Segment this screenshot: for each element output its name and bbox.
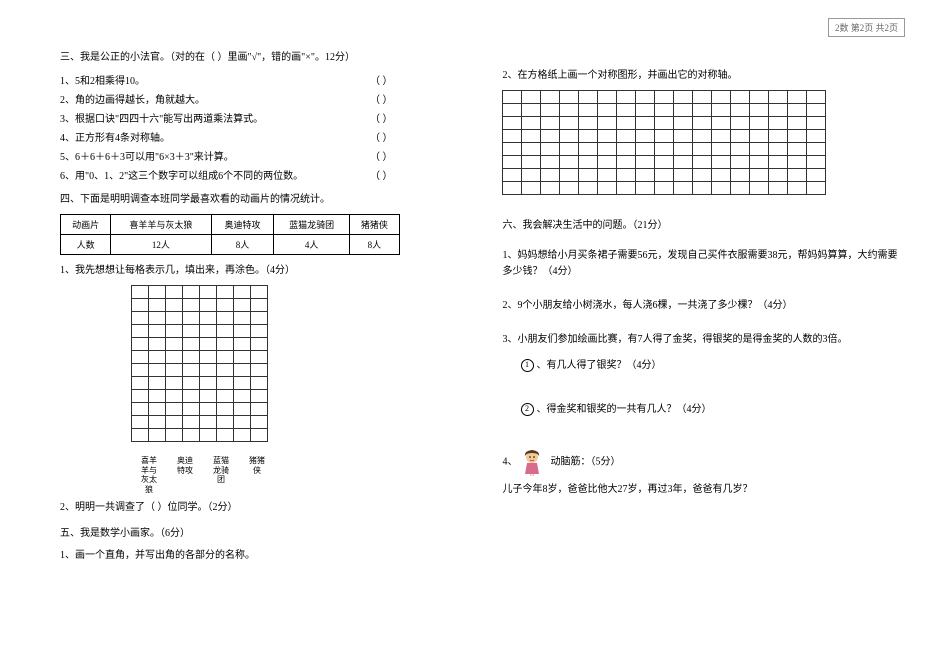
td-label: 人数 [61, 235, 111, 255]
word-problem-1: 1、妈妈想给小月买条裙子需要56元，发现自己买件衣服需要38元，帮妈妈算算，大约… [503, 248, 906, 280]
tf-text: 5、6＋6＋6＋3可以用"6×3＋3"来计算。 [60, 148, 234, 163]
p4-header: 4、 动脑筋：（5分） [503, 448, 906, 476]
survey-table: 动画片 喜羊羊与灰太狼 奥迪特攻 蓝猫龙骑团 猪猪侠 人数 12人 8人 4人 … [60, 214, 400, 255]
girl-cartoon-icon [520, 448, 544, 476]
page-number-stamp: 2数 第2页 共2页 [828, 18, 905, 37]
word-problem-4: 4、 动脑筋：（5分） 儿子今年8岁，爸爸比他大27岁，再过3年，爸爸有几岁？ [503, 448, 906, 498]
tf-item-4: 4、正方形有4条对称轴。 （ ） [60, 129, 453, 144]
p3a-text: 、有几人得了银奖？（4分） [537, 360, 662, 371]
word-problem-2: 2、9个小朋友给小树浇水，每人浇6棵，一共浇了多少棵？（4分） [503, 298, 906, 314]
section-3-title: 三、我是公正的小法官。（对的在（ ）里画"√"，错的画"×"。12分） [60, 50, 453, 66]
th: 猪猪侠 [349, 215, 399, 235]
td: 4人 [274, 235, 349, 255]
tf-item-5: 5、6＋6＋6＋3可以用"6×3＋3"来计算。 （ ） [60, 148, 453, 163]
chart-grid-cells [131, 285, 267, 441]
td: 12人 [111, 235, 211, 255]
tf-text: 6、用"0、1、2"这三个数字可以组成6个不同的两位数。 [60, 167, 303, 182]
th: 喜羊羊与灰太狼 [111, 215, 211, 235]
tf-item-2: 2、角的边画得越长，角就越大。 （ ） [60, 91, 453, 106]
tf-text: 1、5和2相乘得10。 [60, 72, 145, 87]
p4-num: 4、 [503, 456, 518, 467]
tf-item-1: 1、5和2相乘得10。 （ ） [60, 72, 453, 87]
th: 奥迪特攻 [211, 215, 274, 235]
tf-item-3: 3、根据口诀"四四十六"能写出两道乘法算式。 （ ） [60, 110, 453, 125]
tf-blank: （ ） [370, 167, 393, 182]
p3b-text: 、得金奖和银奖的一共有几人？（4分） [537, 404, 712, 415]
p2-text: 2、9个小朋友给小树浇水，每人浇6棵，一共浇了多少棵？（4分） [503, 298, 906, 314]
s5-q2: 2、在方格纸上画一个对称图形，并画出它的对称轴。 [503, 68, 906, 84]
s4-q1: 1、我先想想让每格表示几，填出来，再涂色。（4分） [60, 263, 453, 279]
td: 8人 [211, 235, 274, 255]
left-page: 三、我是公正的小法官。（对的在（ ）里画"√"，错的画"×"。12分） 1、5和… [0, 0, 473, 669]
section-4-title: 四、下面是明明调查本班同学最喜欢看的动画片的情况统计。 [60, 192, 453, 208]
table-header-row: 动画片 喜羊羊与灰太狼 奥迪特攻 蓝猫龙骑团 猪猪侠 [61, 215, 400, 235]
tf-item-6: 6、用"0、1、2"这三个数字可以组成6个不同的两位数。 （ ） [60, 167, 453, 182]
p3-sub-a: 1、有几人得了银奖？（4分） [521, 358, 906, 374]
tf-blank: （ ） [370, 129, 393, 144]
table-data-row: 人数 12人 8人 4人 8人 [61, 235, 400, 255]
section-5-title: 五、我是数学小画家。（6分） [60, 526, 453, 542]
p3-sub-b: 2、得金奖和银奖的一共有几人？（4分） [521, 402, 906, 418]
bar-chart-grid: 喜羊 羊与 灰太 狼 奥迪 特攻 蓝猫 龙骑 团 猪猪 侠 [120, 285, 453, 494]
tf-text: 3、根据口诀"四四十六"能写出两道乘法算式。 [60, 110, 263, 125]
symmetry-grid [503, 90, 906, 198]
tf-blank: （ ） [370, 110, 393, 125]
tf-text: 4、正方形有4条对称轴。 [60, 129, 170, 144]
grid-cells [503, 90, 826, 194]
right-page: 2数 第2页 共2页 2、在方格纸上画一个对称图形，并画出它的对称轴。 六、我会… [473, 0, 945, 669]
tf-blank: （ ） [370, 148, 393, 163]
circled-number-icon: 2 [521, 403, 534, 416]
word-problem-3: 3、小朋友们参加绘画比赛，有7人得了金奖，得银奖的是得金奖的人数的3倍。 1、有… [503, 332, 906, 418]
tf-blank: （ ） [370, 72, 393, 87]
circled-number-icon: 1 [521, 359, 534, 372]
p4-title: 动脑筋：（5分） [551, 456, 621, 467]
section-6-title: 六、我会解决生活中的问题。（21分） [503, 218, 906, 234]
tf-text: 2、角的边画得越长，角就越大。 [60, 91, 205, 106]
th: 动画片 [61, 215, 111, 235]
p4-text: 儿子今年8岁，爸爸比他大27岁，再过3年，爸爸有几岁？ [503, 482, 906, 498]
s5-q1: 1、画一个直角，并写出角的各部分的名称。 [60, 548, 453, 564]
s4-q2: 2、明明一共调查了（ ）位同学。（2分） [60, 500, 453, 516]
td: 8人 [349, 235, 399, 255]
tf-blank: （ ） [370, 91, 393, 106]
x-axis-labels: 喜羊 羊与 灰太 狼 奥迪 特攻 蓝猫 龙骑 团 猪猪 侠 [131, 456, 453, 494]
th: 蓝猫龙骑团 [274, 215, 349, 235]
p3-intro: 3、小朋友们参加绘画比赛，有7人得了金奖，得银奖的是得金奖的人数的3倍。 [503, 332, 906, 348]
p1-text: 1、妈妈想给小月买条裙子需要56元，发现自己买件衣服需要38元，帮妈妈算算，大约… [503, 248, 906, 280]
y-axis-ticks [120, 285, 128, 453]
